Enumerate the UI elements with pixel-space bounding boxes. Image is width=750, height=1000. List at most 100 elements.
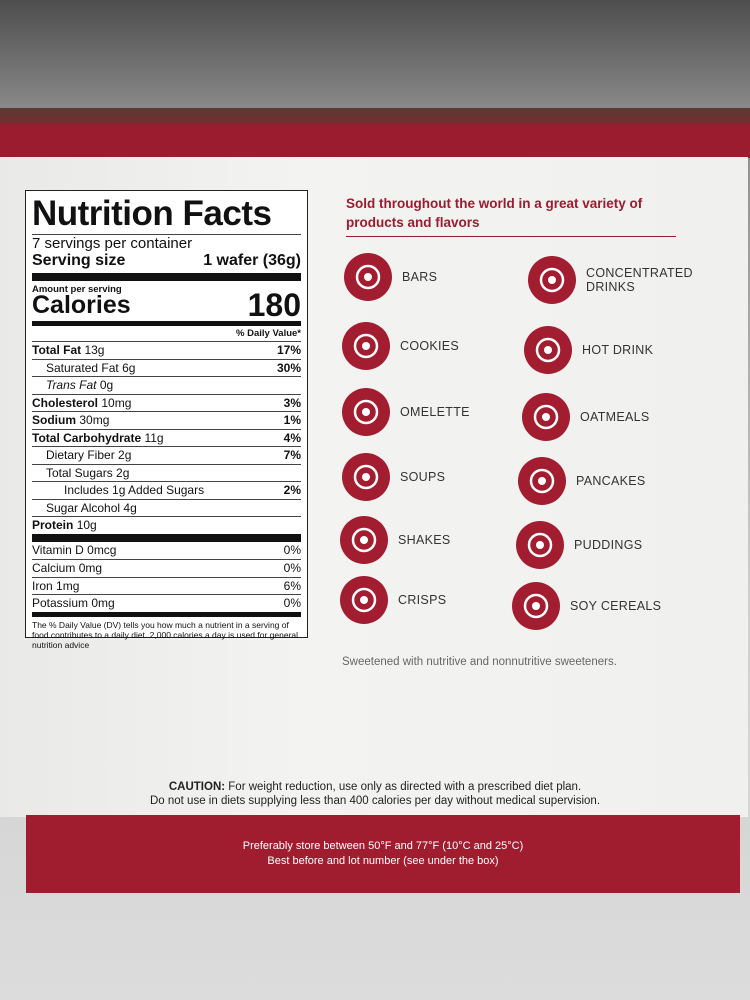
vitamin-amount: 0mg [78,561,103,575]
servings: 7 servings per container [32,234,301,252]
vitamin-row: Iron 1mg 6% [32,576,301,595]
amount-per-serving: Amount per serving [32,284,122,295]
rule [32,611,301,617]
product-label: PUDDINGS [574,538,643,552]
product-label: SHAKES [398,533,451,547]
product-label: SOUPS [400,470,446,484]
vitamin-dv: 0% [283,561,301,575]
nutrient-row: Saturated Fat 6g 30% [32,358,301,377]
nutrient: Total Carbohydrate 11g [32,430,164,447]
rule [32,533,301,542]
product-icon [528,256,576,304]
nutrient-dv: 17% [276,343,301,357]
icon-glyph [539,267,565,293]
product-icon [340,576,388,624]
icon-glyph [523,593,549,619]
caution-label: CAUTION: [168,781,226,793]
icon-glyph [351,587,377,613]
vitamin-row: Potassium 0mg 0% [32,594,301,612]
serving-size-value: 1 wafer (36g) [203,252,301,269]
icon-glyph [351,527,377,553]
nutrient: Cholesterol 10mg [32,395,131,412]
nutrient: Sugar Alcohol 4g [32,500,137,517]
nutrient: Sodium 30mg [32,412,109,429]
vitamin: Iron 1mg [32,578,79,595]
caution-text: For weight reduction, use only as direct… [228,781,582,793]
product-label: CRISPS [398,593,447,607]
nutrient: Includes 1g Added Sugars [32,482,204,499]
vitamin-name: Iron [32,578,53,593]
nutrient-amount: 6g [122,360,136,375]
icon-glyph [535,337,561,363]
nutrient-row: Includes 1g Added Sugars 2% [32,481,301,499]
nutrient-name: Total Sugars [46,465,113,480]
nutrient-rows: Total Fat 13g 17% Saturated Fat 6g 30% Trans… [32,341,301,534]
nutrient-amount: 2g [116,465,130,480]
nutrient-amount: 0g [99,378,114,392]
nutrient-name: Sodium [32,413,76,427]
vitamin: Calcium 0mg [32,560,102,577]
nutrient-row: Total Sugars 2g [32,463,301,482]
product-icon [344,253,392,301]
calories: Calories 180 [32,287,301,323]
serving-size: Serving size 1 wafer (36g) [32,252,301,270]
nutrient-amount: 11g [144,430,164,445]
product-label: SOY CEREALS [570,599,662,613]
icon-glyph [353,399,379,425]
nutrient-dv: 7% [283,448,301,462]
nutrient: Trans Fat 0g [32,377,113,394]
nutrient: Dietary Fiber 2g [32,447,131,464]
vitamin-name: Calcium [32,561,76,575]
serving-size-label: Serving size [32,252,126,269]
nutrient-row: Sodium 30mg 1% [32,411,301,429]
nutrient-name: Dietary Fiber [46,448,115,462]
icon-glyph [529,468,555,494]
nutrient: Saturated Fat 6g [32,360,135,377]
nutrient-name: Protein [32,518,74,532]
label-title: Nutrition Facts [32,194,272,233]
storage-line: Preferably store between 50°F and 77°F (… [242,840,524,852]
icon-glyph [353,333,379,359]
box-edge [0,108,750,126]
calories-value: 180 [247,287,301,323]
product-icon [340,516,388,564]
product-icon [342,453,390,501]
product-icon [342,322,390,370]
nutrient-amount: 10g [76,518,97,532]
nutrient-row: Total Carbohydrate 11g 4% [32,428,301,447]
vitamin-amount: 0mg [91,596,115,610]
product-label: COOKIES [400,339,460,353]
product-icon [512,582,560,630]
nutrient-row: Dietary Fiber 2g 7% [32,446,301,464]
sweetener-note: Sweetened with nutritive and nonnutritiv… [342,656,617,668]
caution: CAUTION: For weight reduction, use only … [0,780,750,808]
vitamin-name: Vitamin D [32,542,84,557]
calories-label: Calories [32,291,131,319]
nutrient-name: Trans Fat [46,378,97,392]
rule [32,273,301,281]
product-label: OATMEALS [580,410,650,424]
nutrient-dv: 2% [283,483,301,497]
nutrient-amount: 10mg [101,395,132,410]
nutrient-amount: 13g [84,343,105,357]
nutrient-row: Sugar Alcohol 4g [32,498,301,517]
nutrient-name: Saturated Fat [46,360,119,375]
product-label: HOT DRINK [582,343,654,357]
vitamin-amount: 1mg [56,578,80,593]
rule [32,321,301,326]
product-icon [524,326,572,374]
product-label: BARS [402,270,438,284]
nutrient-name: Includes 1g Added Sugars [64,483,205,497]
icon-glyph [527,532,553,558]
nutrient-amount: 30mg [79,413,110,427]
icon-glyph [355,264,381,290]
product-icon [342,388,390,436]
nutrient-name: Total Fat [32,343,82,357]
nutrient-name: Total Carbohydrate [32,430,142,445]
nutrient-dv: 3% [283,395,301,410]
vitamin-row: Calcium 0mg 0% [32,559,301,577]
nutrient-row: Cholesterol 10mg 3% [32,393,301,412]
nutrition-label: Nutrition Facts 7 servings per container… [25,190,308,650]
vitamin: Vitamin D 0mcg [32,542,116,560]
